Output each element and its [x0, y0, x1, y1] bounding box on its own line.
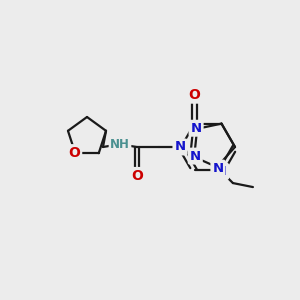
Text: NH: NH: [110, 139, 130, 152]
Text: O: O: [131, 169, 143, 183]
Text: O: O: [189, 88, 200, 102]
Text: N: N: [174, 140, 186, 154]
Text: N: N: [190, 122, 202, 135]
Text: N: N: [190, 150, 201, 163]
Text: N: N: [212, 162, 224, 175]
Text: O: O: [68, 146, 80, 160]
Text: N: N: [216, 165, 227, 178]
